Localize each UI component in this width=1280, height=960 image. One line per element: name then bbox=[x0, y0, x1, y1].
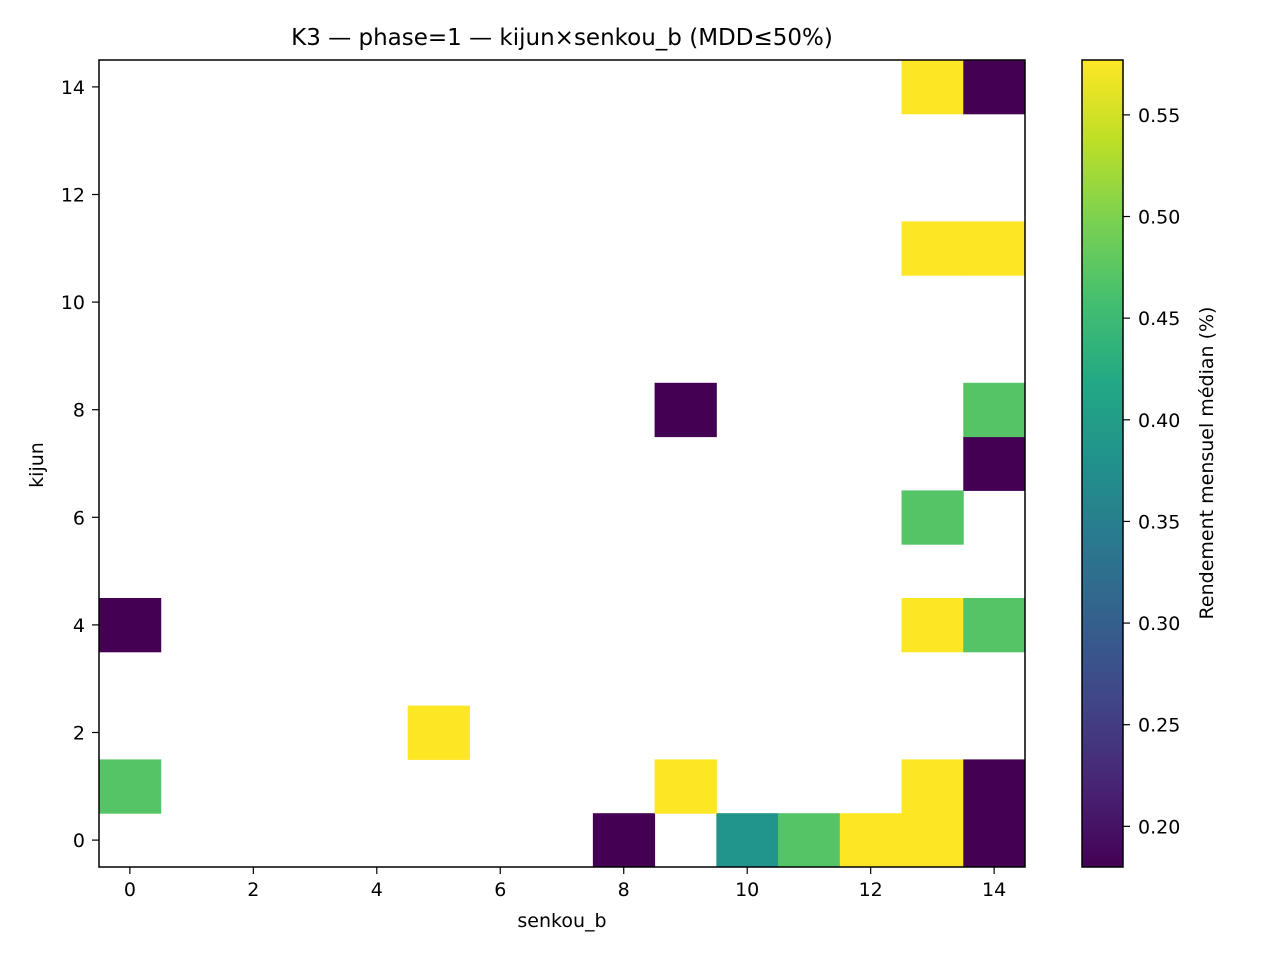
colorbar-tick-label: 0.35 bbox=[1138, 511, 1180, 533]
heatmap-cell bbox=[901, 598, 964, 653]
colorbar-tick-label: 0.30 bbox=[1138, 613, 1180, 635]
y-tick-label: 6 bbox=[73, 507, 85, 529]
heatmap-cell bbox=[901, 60, 964, 115]
heatmap-cell bbox=[778, 813, 841, 868]
heatmap-cell bbox=[839, 813, 903, 868]
colorbar-tick-label: 0.20 bbox=[1138, 816, 1180, 838]
heatmap-cell bbox=[901, 221, 964, 276]
y-tick-label: 8 bbox=[73, 400, 85, 422]
y-tick-label: 0 bbox=[73, 830, 85, 852]
x-tick-label: 14 bbox=[982, 879, 1006, 901]
heatmap-cell bbox=[716, 813, 779, 868]
x-tick-label: 8 bbox=[618, 879, 630, 901]
plot-frame bbox=[98, 59, 1026, 868]
colorbar-ticks: 0.20 0.25 0.30 0.35 0.40 0.45 0.50 0.55 bbox=[1123, 105, 1180, 838]
heatmap-cell bbox=[901, 813, 964, 868]
heatmap-cell bbox=[592, 813, 656, 868]
y-tick-label: 2 bbox=[73, 723, 85, 745]
colorbar-tick-label: 0.45 bbox=[1138, 308, 1180, 330]
colorbar-tick-label: 0.40 bbox=[1138, 410, 1180, 432]
x-axis-label: senkou_b bbox=[517, 910, 606, 932]
x-tick-label: 0 bbox=[124, 879, 136, 901]
x-tick-label: 2 bbox=[247, 879, 259, 901]
colorbar-tick-label: 0.50 bbox=[1138, 207, 1180, 229]
x-tick-label: 12 bbox=[859, 879, 883, 901]
y-tick-label: 12 bbox=[61, 185, 85, 207]
x-tick-label: 10 bbox=[735, 879, 759, 901]
heatmap-cell bbox=[407, 705, 470, 760]
y-tick-label: 14 bbox=[61, 77, 85, 99]
colorbar-tick-label: 0.25 bbox=[1138, 715, 1180, 737]
heatmap-cell bbox=[963, 436, 1026, 491]
heatmap-cell bbox=[963, 598, 1026, 653]
heatmap-cell bbox=[963, 60, 1026, 115]
y-axis-label: kijun bbox=[26, 442, 48, 488]
heatmap-cell bbox=[901, 490, 964, 545]
heatmap-cell bbox=[963, 813, 1026, 868]
x-tick-label: 6 bbox=[494, 879, 506, 901]
x-axis-ticks: 0 2 4 6 8 10 12 14 bbox=[124, 867, 1006, 901]
y-tick-label: 10 bbox=[61, 292, 85, 314]
heatmap-cell bbox=[99, 598, 162, 653]
chart-title: K3 — phase=1 — kijun×senkou_b (MDD≤50%) bbox=[291, 25, 833, 51]
heatmap-cell bbox=[963, 382, 1026, 438]
colorbar-label: Rendement mensuel médian (%) bbox=[1196, 307, 1218, 620]
heatmap-cell bbox=[654, 759, 717, 814]
heatmap-cell bbox=[99, 759, 162, 814]
heatmap-cell bbox=[963, 221, 1026, 276]
heatmap-cell bbox=[901, 759, 964, 814]
y-tick-label: 4 bbox=[73, 615, 85, 637]
colorbar-tick-label: 0.55 bbox=[1138, 105, 1180, 127]
y-axis-ticks: 0 2 4 6 8 10 12 14 bbox=[61, 77, 99, 852]
colorbar bbox=[1081, 59, 1124, 868]
x-tick-label: 4 bbox=[371, 879, 383, 901]
heatmap-cell bbox=[654, 382, 717, 438]
plot-area bbox=[99, 60, 1025, 867]
heatmap-cell bbox=[963, 759, 1026, 814]
heatmap-cells bbox=[99, 60, 1026, 868]
